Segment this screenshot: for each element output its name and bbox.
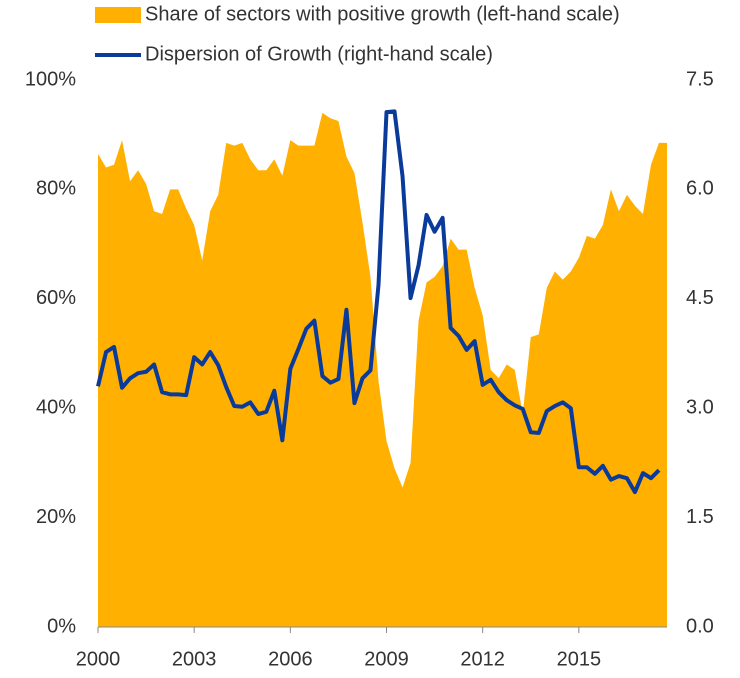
y2-tick-label: 0.0 [686, 615, 714, 637]
y2-tick-label: 6.0 [686, 178, 714, 200]
y-tick-label: 60% [36, 287, 76, 309]
x-tick-label: 2003 [172, 648, 217, 670]
legend-label: Dispersion of Growth (right-hand scale) [145, 43, 493, 65]
x-tick-label: 2009 [364, 648, 409, 670]
y-tick-label: 80% [36, 178, 76, 200]
legend-swatch [95, 7, 141, 23]
y2-tick-label: 1.5 [686, 506, 714, 528]
legend-label: Share of sectors with positive growth (l… [145, 3, 620, 25]
x-tick-label: 2015 [557, 648, 602, 670]
x-tick-label: 2012 [460, 648, 505, 670]
y-tick-label: 40% [36, 396, 76, 418]
area [98, 112, 667, 627]
y2-tick-label: 4.5 [686, 287, 714, 309]
y2-tick-label: 3.0 [686, 396, 714, 418]
y-tick-label: 100% [25, 68, 76, 90]
line [96, 109, 661, 495]
y-tick-label: 20% [36, 506, 76, 528]
y-tick-label: 0% [47, 615, 76, 637]
y2-tick-label: 7.5 [686, 68, 714, 90]
x-tick-label: 2006 [268, 648, 313, 670]
x-tick-label: 2000 [76, 648, 121, 670]
